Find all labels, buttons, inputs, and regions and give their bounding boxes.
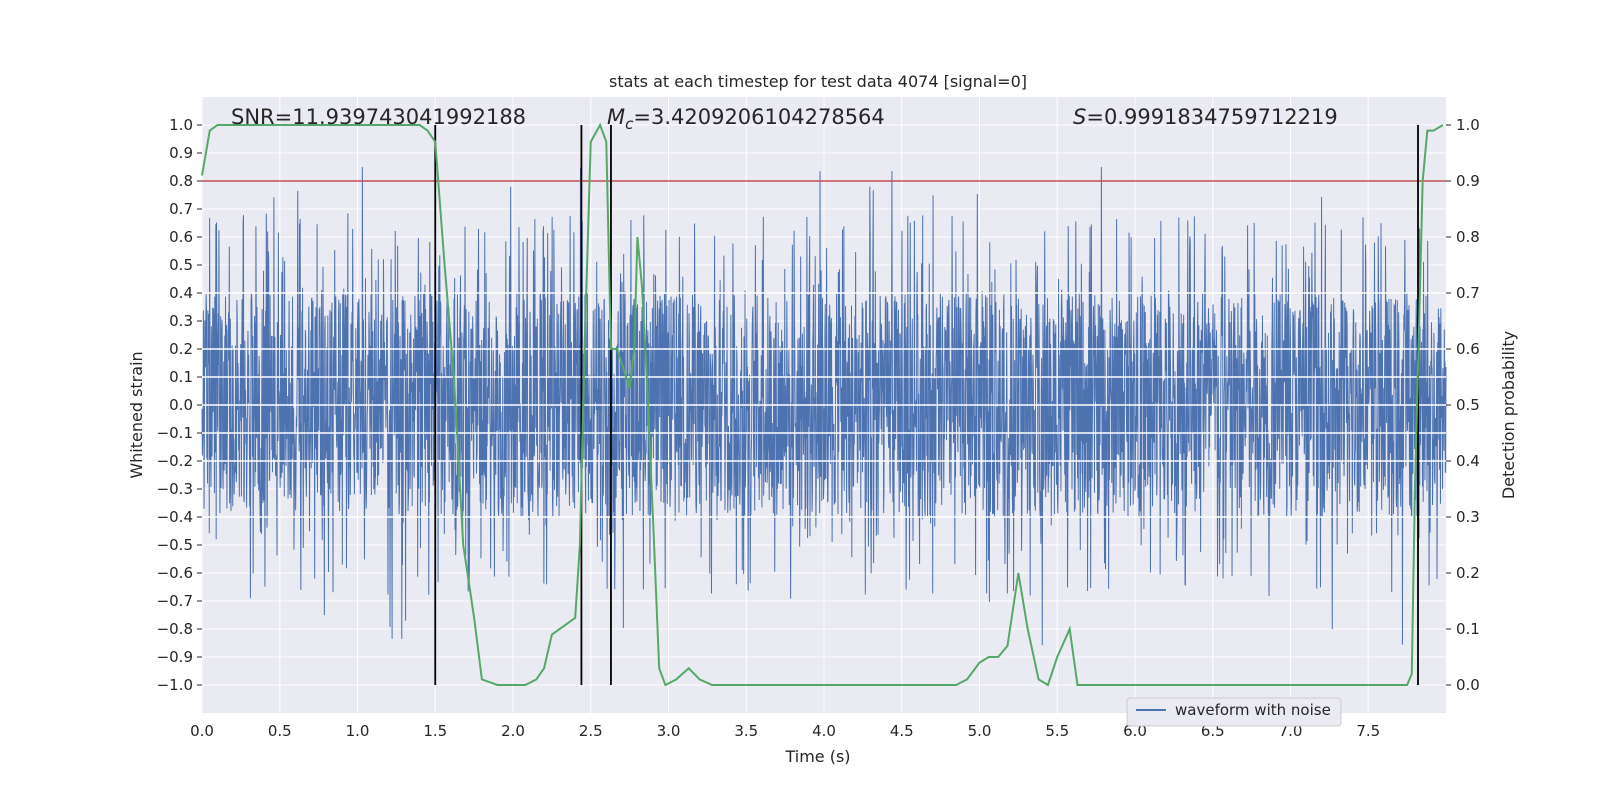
right-tick-label: 0.7: [1456, 284, 1480, 302]
right-tick-label: 0.3: [1456, 508, 1480, 526]
left-tick-label: 0.6: [169, 228, 193, 246]
left-axis-label: Whitened strain: [127, 351, 146, 478]
x-tick-label: 1.5: [423, 722, 447, 740]
right-tick-label: 0.2: [1456, 564, 1480, 582]
chirp-mass-annotation: Mc=3.4209206104278564: [607, 105, 885, 133]
right-tick-label: 0.9: [1456, 172, 1480, 190]
chirp-mass-symbol: M: [607, 105, 625, 129]
right-axis-label: Detection probability: [1499, 331, 1518, 499]
x-tick-label: 2.5: [579, 722, 603, 740]
x-axis-label: Time (s): [784, 747, 850, 766]
chart-title: stats at each timestep for test data 407…: [609, 72, 1027, 91]
right-axis-ticks: 1.0 0.9 0.8 0.7 0.6 0.5 0.4 0.3 0.2 0.1 0.0: [1446, 116, 1480, 694]
x-tick-label: 3.5: [734, 722, 758, 740]
left-tick-label: −0.6: [157, 564, 193, 582]
s-symbol: S: [1073, 105, 1086, 129]
left-tick-label: 0.5: [169, 256, 193, 274]
s-value: =0.9991834759712219: [1086, 105, 1337, 129]
legend-label: waveform with noise: [1175, 701, 1331, 719]
x-tick-label: 1.0: [346, 722, 370, 740]
x-tick-label: 3.0: [657, 722, 681, 740]
left-tick-label: 0.1: [169, 368, 193, 386]
right-tick-label: 1.0: [1456, 116, 1480, 134]
left-tick-label: 0.2: [169, 340, 193, 358]
right-tick-label: 0.8: [1456, 228, 1480, 246]
x-tick-label: 4.0: [812, 722, 836, 740]
left-tick-label: −0.8: [157, 620, 193, 638]
s-statistic-annotation: S=0.9991834759712219: [1073, 105, 1338, 129]
left-tick-label: 0.8: [169, 172, 193, 190]
right-tick-label: 0.0: [1456, 676, 1480, 694]
left-tick-label: 0.3: [169, 312, 193, 330]
snr-annotation: SNR=11.939743041992188: [231, 105, 526, 129]
chirp-mass-subscript: c: [625, 115, 634, 133]
left-tick-label: 0.9: [169, 144, 193, 162]
left-tick-label: 0.4: [169, 284, 193, 302]
x-tick-label: 7.5: [1356, 722, 1380, 740]
left-tick-label: −0.5: [157, 536, 193, 554]
band-grid-lines: [202, 292, 1446, 518]
detection-probability-line: [201, 122, 1444, 687]
x-tick-label: 2.0: [501, 722, 525, 740]
legend: waveform with noise: [1126, 697, 1342, 727]
x-tick-label: 5.0: [968, 722, 992, 740]
right-tick-label: 0.6: [1456, 340, 1480, 358]
x-tick-label: 0.5: [268, 722, 292, 740]
left-tick-label: −0.1: [157, 424, 193, 442]
right-tick-label: 0.1: [1456, 620, 1480, 638]
left-tick-label: −0.7: [157, 592, 193, 610]
left-tick-label: 0.7: [169, 200, 193, 218]
right-tick-label: 0.4: [1456, 452, 1480, 470]
x-tick-label: 0.0: [190, 722, 214, 740]
left-tick-label: −0.3: [157, 480, 193, 498]
chirp-mass-value: =3.4209206104278564: [633, 105, 884, 129]
left-tick-label: −0.2: [157, 452, 193, 470]
left-tick-label: −0.9: [157, 648, 193, 666]
legend-box: [1126, 697, 1342, 727]
x-tick-label: 5.5: [1045, 722, 1069, 740]
left-tick-label: 1.0: [169, 116, 193, 134]
left-tick-label: −0.4: [157, 508, 193, 526]
left-tick-label: 0.0: [169, 396, 193, 414]
left-axis-ticks: 1.0 0.9 0.8 0.7 0.6 0.5 0.4 0.3 0.2 0.1 0.0 −0.1 −0.…: [157, 116, 202, 694]
right-tick-label: 0.5: [1456, 396, 1480, 414]
x-tick-label: 4.5: [890, 722, 914, 740]
x-axis-ticks: 0.0 0.5 1.0 1.5 2.0 2.5 3.0 3.5 4.0 4.5 5.0 5.5 6.0 6…: [190, 722, 1380, 740]
left-tick-label: −1.0: [157, 676, 193, 694]
